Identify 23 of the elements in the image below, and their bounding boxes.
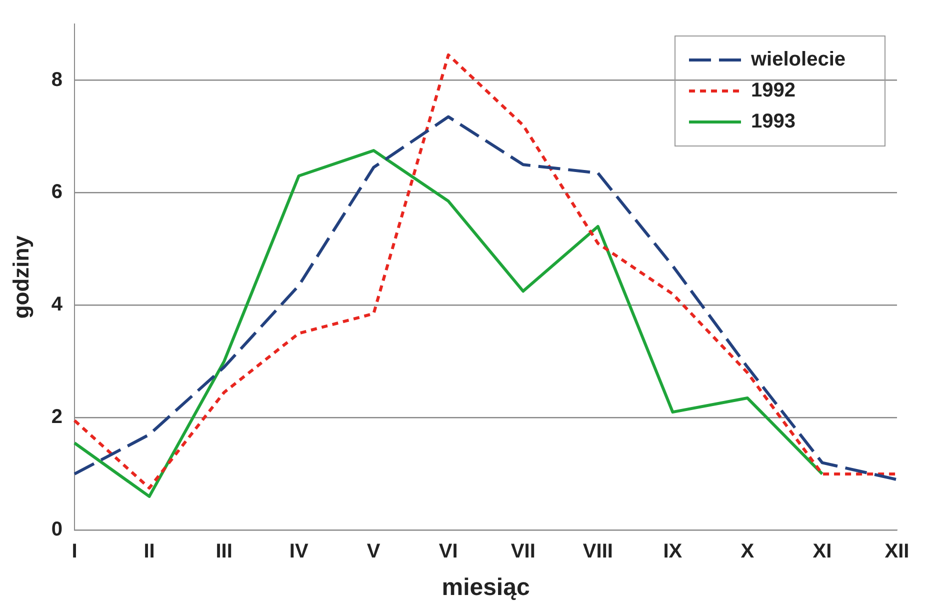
x-tick-label: XII [884, 540, 910, 563]
legend-label: 1992 [751, 80, 796, 102]
x-tick-label: XI [812, 540, 832, 563]
x-tick-label: III [216, 540, 232, 563]
x-tick-label: VI [438, 540, 458, 563]
y-tick-label: 0 [51, 518, 63, 541]
x-tick-label: I [72, 540, 78, 563]
y-tick-label: 2 [51, 406, 63, 428]
x-tick-label: II [144, 540, 155, 563]
y-tick-label: 8 [51, 68, 63, 91]
line-series [73, 115, 898, 482]
x-tick-label: VIII [582, 540, 613, 563]
x-tick-label: IV [289, 540, 309, 563]
y-tick-label: 6 [51, 181, 63, 204]
x-tick-label: X [740, 540, 755, 563]
x-tick-label: IX [663, 540, 683, 563]
x-axis-title: miesiąc [442, 574, 530, 602]
y-axis-title: godziny [8, 234, 34, 319]
y-tick-label: 4 [51, 294, 64, 316]
x-tick-label: VII [510, 540, 536, 563]
legend-label: 1993 [751, 110, 796, 133]
x-tick-label: V [366, 540, 381, 563]
legend-label: wielolecie [750, 48, 846, 71]
